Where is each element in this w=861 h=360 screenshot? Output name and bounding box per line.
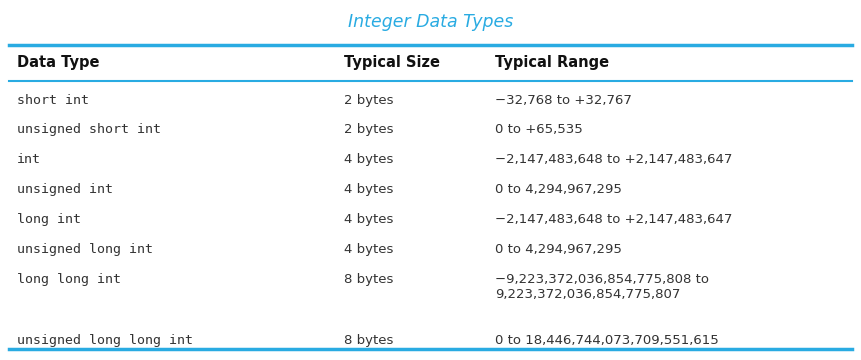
Text: 0 to 4,294,967,295: 0 to 4,294,967,295 bbox=[495, 243, 622, 256]
Text: Typical Range: Typical Range bbox=[495, 55, 610, 71]
Text: 0 to +65,535: 0 to +65,535 bbox=[495, 123, 583, 136]
Text: 8 bytes: 8 bytes bbox=[344, 334, 393, 347]
Text: 2 bytes: 2 bytes bbox=[344, 94, 393, 107]
Text: unsigned long long int: unsigned long long int bbox=[17, 334, 193, 347]
Text: −32,768 to +32,767: −32,768 to +32,767 bbox=[495, 94, 632, 107]
Text: Integer Data Types: Integer Data Types bbox=[348, 13, 513, 31]
Text: long int: long int bbox=[17, 213, 81, 226]
Text: long long int: long long int bbox=[17, 273, 121, 286]
Text: −9,223,372,036,854,775,808 to
9,223,372,036,854,775,807: −9,223,372,036,854,775,808 to 9,223,372,… bbox=[495, 273, 709, 301]
Text: 4 bytes: 4 bytes bbox=[344, 213, 393, 226]
Text: 4 bytes: 4 bytes bbox=[344, 183, 393, 196]
Text: Typical Size: Typical Size bbox=[344, 55, 440, 71]
Text: Data Type: Data Type bbox=[17, 55, 100, 71]
Text: unsigned short int: unsigned short int bbox=[17, 123, 161, 136]
Text: 4 bytes: 4 bytes bbox=[344, 153, 393, 166]
Text: 8 bytes: 8 bytes bbox=[344, 273, 393, 286]
Text: 2 bytes: 2 bytes bbox=[344, 123, 393, 136]
Text: 4 bytes: 4 bytes bbox=[344, 243, 393, 256]
Text: int: int bbox=[17, 153, 41, 166]
Text: 0 to 4,294,967,295: 0 to 4,294,967,295 bbox=[495, 183, 622, 196]
Text: short int: short int bbox=[17, 94, 90, 107]
Text: unsigned long int: unsigned long int bbox=[17, 243, 153, 256]
Text: 0 to 18,446,744,073,709,551,615: 0 to 18,446,744,073,709,551,615 bbox=[495, 334, 719, 347]
Text: −2,147,483,648 to +2,147,483,647: −2,147,483,648 to +2,147,483,647 bbox=[495, 153, 733, 166]
Text: −2,147,483,648 to +2,147,483,647: −2,147,483,648 to +2,147,483,647 bbox=[495, 213, 733, 226]
Text: unsigned int: unsigned int bbox=[17, 183, 113, 196]
